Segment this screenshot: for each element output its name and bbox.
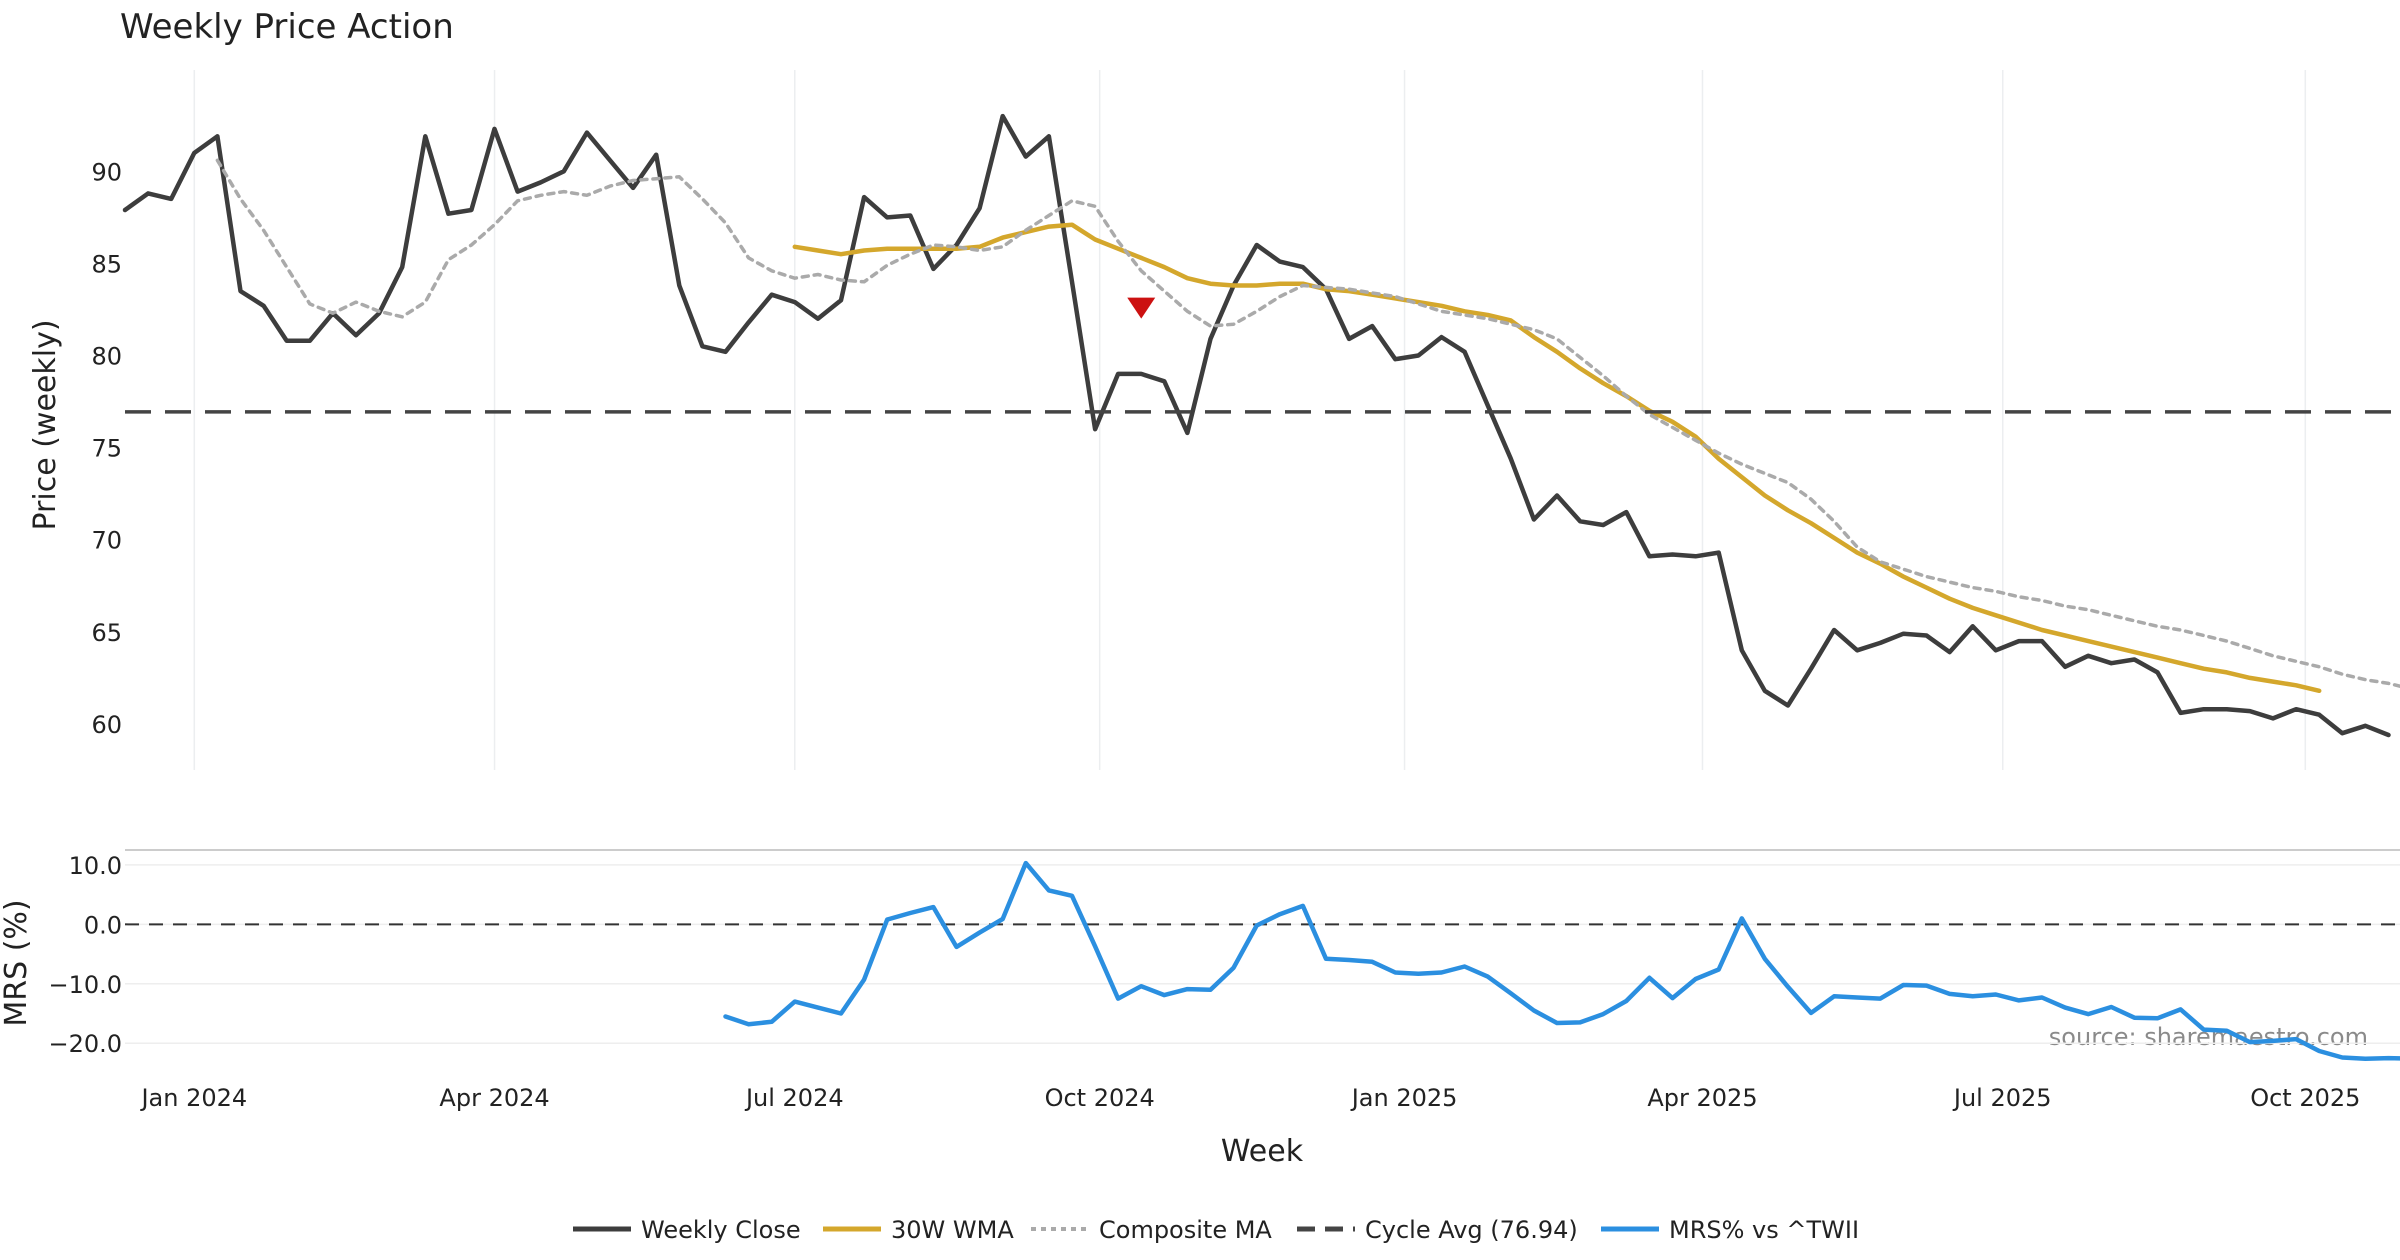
legend-label: Cycle Avg (76.94) [1365,1216,1578,1244]
legend-label: 30W WMA [891,1216,1014,1244]
legend-label: MRS% vs ^TWII [1669,1216,1859,1244]
x-tick-label: Jan 2024 [139,1084,247,1112]
price-y-tick-label: 70 [91,527,122,555]
legend-label: Weekly Close [641,1216,801,1244]
series-layer [122,113,2400,1061]
x-tick-label: Apr 2024 [439,1084,549,1112]
price-y-tick-label: 75 [91,435,122,463]
mrs-y-axis-label: MRS (%) [0,899,34,1026]
x-tick-label: Oct 2024 [1045,1084,1155,1112]
series-line-mrs [723,860,2400,1061]
x-tick-label: Apr 2025 [1647,1084,1757,1112]
legend: Weekly Close 30W WMA Composite MA Cycle Avg… [573,1216,1859,1244]
x-tick-label: Jul 2024 [744,1084,844,1112]
series-line-30w-wma [792,222,2322,694]
price-y-tick-label: 60 [91,711,122,739]
legend-label: Composite MA [1099,1216,1272,1244]
x-tick-label: Jul 2025 [1952,1084,2052,1112]
price-y-tick-label: 80 [91,343,122,371]
x-tick-label: Jan 2025 [1350,1084,1458,1112]
legend-item: Weekly Close [573,1216,801,1244]
series-line-weekly-close [122,113,2391,738]
chart-title: Weekly Price Action [120,7,454,47]
source-note: source: sharemaestro.com [2049,1023,2368,1051]
price-y-tick-label: 65 [91,619,122,647]
mrs-y-tick-label: −10.0 [48,971,122,999]
price-y-tick-label: 90 [91,158,122,186]
legend-item: 30W WMA [823,1216,1014,1244]
mrs-y-tick-label: 0.0 [84,911,122,939]
price-y-tick-label: 85 [91,250,122,278]
grid-layer [125,70,2400,1044]
x-tick-label: Oct 2025 [2250,1084,2360,1112]
mrs-y-tick-label: 10.0 [69,852,122,880]
series-line-composite-ma [215,158,2400,688]
mrs-y-tick-label: −20.0 [48,1030,122,1058]
legend-item: Composite MA [1031,1216,1272,1244]
sell-signal-marker [1127,297,1156,319]
x-axis-label: Week [1221,1134,1304,1169]
legend-item: MRS% vs ^TWII [1601,1216,1859,1244]
price-y-axis-label: Price (weekly) [28,319,63,530]
tick-label-layer: Jan 2024 Apr 2024 Jul 2024 Oct 2024 Jan 2025… [48,158,2360,1112]
legend-item: Cycle Avg (76.94) [1297,1216,1578,1244]
